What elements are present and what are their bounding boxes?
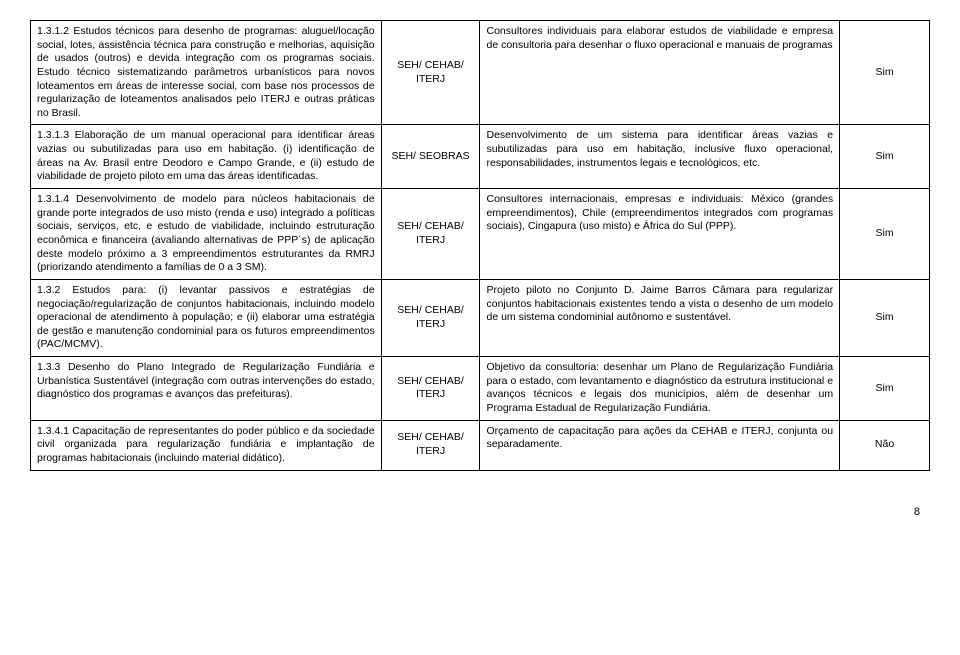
org-cell: SEH/ CEHAB/ ITERJ [381,21,480,125]
flag-cell: Sim [840,357,930,421]
org-cell: SEH/ CEHAB/ ITERJ [381,420,480,470]
flag-cell: Sim [840,125,930,189]
activity-cell: 1.3.2 Estudos para: (i) levantar passivo… [31,279,382,356]
description-cell: Projeto piloto no Conjunto D. Jaime Barr… [480,279,840,356]
table-row: 1.3.4.1 Capacitação de representantes do… [31,420,930,470]
flag-cell: Sim [840,21,930,125]
activity-cell: 1.3.1.4 Desenvolvimento de modelo para n… [31,189,382,280]
table-row: 1.3.1.4 Desenvolvimento de modelo para n… [31,189,930,280]
description-cell: Orçamento de capacitação para ações da C… [480,420,840,470]
flag-cell: Não [840,420,930,470]
table-row: 1.3.2 Estudos para: (i) levantar passivo… [31,279,930,356]
activity-cell: 1.3.3 Desenho do Plano Integrado de Regu… [31,357,382,421]
description-cell: Objetivo da consultoria: desenhar um Pla… [480,357,840,421]
org-cell: SEH/ SEOBRAS [381,125,480,189]
table-row: 1.3.1.3 Elaboração de um manual operacio… [31,125,930,189]
flag-cell: Sim [840,189,930,280]
table-row: 1.3.3 Desenho do Plano Integrado de Regu… [31,357,930,421]
description-cell: Consultores individuais para elaborar es… [480,21,840,125]
activity-cell: 1.3.1.2 Estudos técnicos para desenho de… [31,21,382,125]
table-row: 1.3.1.2 Estudos técnicos para desenho de… [31,21,930,125]
flag-cell: Sim [840,279,930,356]
activity-cell: 1.3.4.1 Capacitação de representantes do… [31,420,382,470]
page-number: 8 [30,506,930,518]
description-cell: Consultores internacionais, empresas e i… [480,189,840,280]
activity-cell: 1.3.1.3 Elaboração de um manual operacio… [31,125,382,189]
org-cell: SEH/ CEHAB/ ITERJ [381,357,480,421]
description-cell: Desenvolvimento de um sistema para ident… [480,125,840,189]
document-table: 1.3.1.2 Estudos técnicos para desenho de… [30,20,930,471]
org-cell: SEH/ CEHAB/ ITERJ [381,279,480,356]
org-cell: SEH/ CEHAB/ ITERJ [381,189,480,280]
